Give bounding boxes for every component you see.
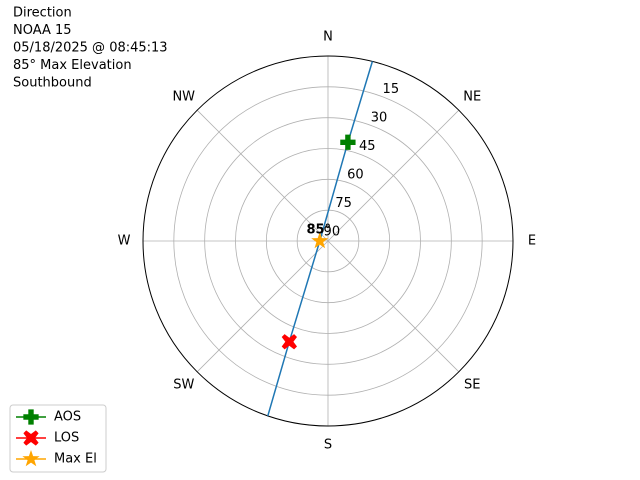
legend-marker [23,430,39,446]
theta-tick-label: SW [173,378,194,393]
r-tick-label: 45 [359,139,376,154]
r-tick-label: 75 [335,196,352,211]
grid-spoke [196,240,329,373]
legend-marker [22,450,40,467]
grid-spoke [196,109,329,242]
legend-marker [23,409,39,425]
title-line: 05/18/2025 @ 08:45:13 [13,41,168,56]
legend-label: LOS [54,431,79,446]
r-tick-label: 30 [371,110,388,125]
theta-tick-label: N [323,30,333,45]
legend: AOS LOS Max El [9,404,107,473]
theta-tick-label: NE [463,89,481,104]
legend-box [9,404,107,473]
grid-spoke [327,109,460,242]
marker-plus [340,134,356,150]
legend-label: Max El [54,452,97,467]
r-tick-label: 90 [324,224,341,239]
r-tick-label: 60 [347,167,364,182]
theta-tick-label: NW [172,89,195,104]
title-line: NOAA 15 [13,23,72,38]
theta-tick-label: W [118,234,131,249]
title-line: 85° Max Elevation [13,58,132,73]
title-line: Direction [13,6,72,21]
marker-x [281,334,297,350]
r-tick-label: 15 [383,82,400,97]
polar-spine [142,55,514,427]
legend-label: AOS [54,410,81,425]
theta-tick-label: SE [464,378,480,393]
theta-tick-label: E [528,234,536,249]
theta-tick-label: S [324,438,332,453]
annotation: 85° [306,223,331,238]
grid-spoke [327,240,460,373]
marker-star [311,232,329,249]
title-line: Southbound [13,76,92,91]
